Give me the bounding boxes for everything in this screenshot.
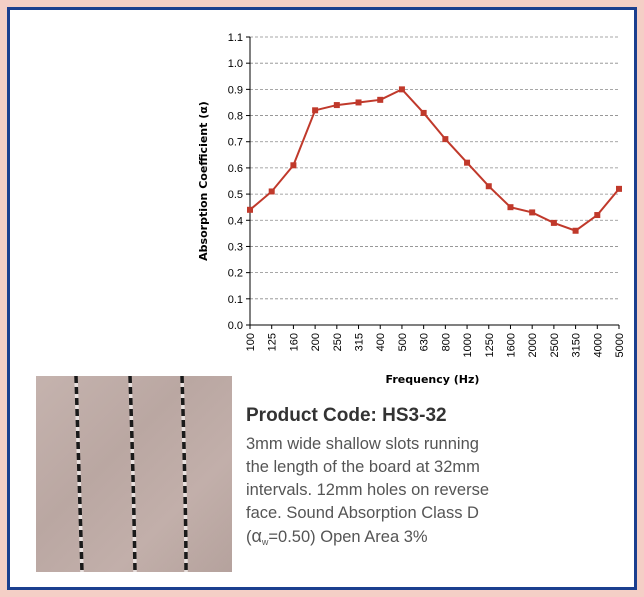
- y-tick-label: 0.7: [228, 137, 243, 149]
- data-point: [290, 162, 297, 169]
- x-tick-label: 800: [440, 333, 452, 351]
- y-tick-label: 0.0: [228, 320, 243, 332]
- y-tick-label: 0.1: [228, 294, 243, 306]
- data-point: [507, 204, 514, 211]
- x-tick-label: 200: [310, 333, 322, 351]
- y-tick-label: 1.1: [228, 32, 243, 44]
- x-tick-label: 4000: [592, 333, 604, 357]
- x-tick-label: 125: [267, 333, 279, 351]
- x-tick-label: 1600: [505, 333, 517, 357]
- y-axis-title: Absorption Coefficient (α): [197, 101, 210, 261]
- product-description: 3mm wide shallow slots running the lengt…: [246, 433, 536, 554]
- x-tick-label: 5000: [614, 333, 626, 357]
- y-tick-label: 0.6: [228, 163, 243, 175]
- data-point: [529, 209, 536, 216]
- x-tick-label: 400: [375, 333, 387, 351]
- description-line-2: the length of the board at 32mm: [246, 458, 480, 476]
- data-point: [550, 219, 557, 226]
- data-point: [420, 109, 427, 116]
- absorption-chart-svg: 0.0 0.1 0.2 0.3 0.4 0.5 0.6 0.7 0.8 0.9 1.0 1.1 100 1…: [197, 32, 626, 386]
- x-tick-label: 100: [245, 333, 257, 351]
- alpha-subscript: w: [261, 537, 269, 547]
- description-line-3: intervals. 12mm holes on reverse: [246, 481, 490, 499]
- description-line-1: 3mm wide shallow slots running: [246, 435, 479, 453]
- alpha-open: (: [246, 528, 252, 546]
- description-line-4: face. Sound Absorption Class D: [246, 504, 479, 522]
- slot-lines-icon: [74, 376, 188, 572]
- x-tick-label: 630: [419, 333, 431, 351]
- product-card: 0.0 0.1 0.2 0.3 0.4 0.5 0.6 0.7 0.8 0.9 1.0 1.1 100 1…: [7, 7, 637, 590]
- description-line-5: (αw=0.50) Open Area 3%: [246, 525, 536, 554]
- data-point: [355, 99, 362, 106]
- x-axis-title: Frequency (Hz): [386, 373, 480, 386]
- product-code: Product Code: HS3-32: [246, 405, 447, 426]
- x-tick-label: 250: [332, 333, 344, 351]
- data-point: [464, 159, 471, 166]
- slotted-board-sample-photo: [36, 376, 232, 572]
- y-tick-label: 0.8: [228, 111, 243, 123]
- data-point: [398, 86, 405, 93]
- data-point: [377, 96, 384, 103]
- y-tick-label: 0.3: [228, 241, 243, 253]
- x-tick-label: 2000: [527, 333, 539, 357]
- data-point: [268, 188, 275, 195]
- data-point: [616, 185, 622, 192]
- x-tick-label: 3150: [571, 333, 583, 357]
- y-tick-label: 0.9: [228, 84, 243, 96]
- y-tick-label: 1.0: [228, 58, 243, 70]
- data-point: [594, 212, 601, 219]
- y-tick-label: 0.5: [228, 189, 243, 201]
- x-tick-label: 160: [288, 333, 300, 351]
- absorption-chart: 0.0 0.1 0.2 0.3 0.4 0.5 0.6 0.7 0.8 0.9 1.0 1.1 100 1…: [10, 10, 634, 390]
- x-tick-label: 500: [397, 333, 409, 351]
- data-point: [572, 227, 579, 234]
- data-point: [333, 102, 340, 109]
- x-tick-label: 315: [354, 333, 366, 351]
- series-line: [249, 88, 620, 232]
- alpha-value: =0.50) Open Area 3%: [268, 528, 428, 546]
- x-tick-label: 2500: [549, 333, 561, 357]
- data-point: [247, 206, 253, 213]
- alpha-symbol: α: [251, 526, 262, 546]
- data-point: [485, 183, 492, 190]
- y-tick-label: 0.2: [228, 268, 243, 280]
- data-point: [312, 107, 319, 114]
- data-point: [442, 136, 449, 143]
- x-tick-label: 1000: [462, 333, 474, 357]
- y-tick-label: 0.4: [228, 215, 243, 227]
- x-tick-label: 1250: [484, 333, 496, 357]
